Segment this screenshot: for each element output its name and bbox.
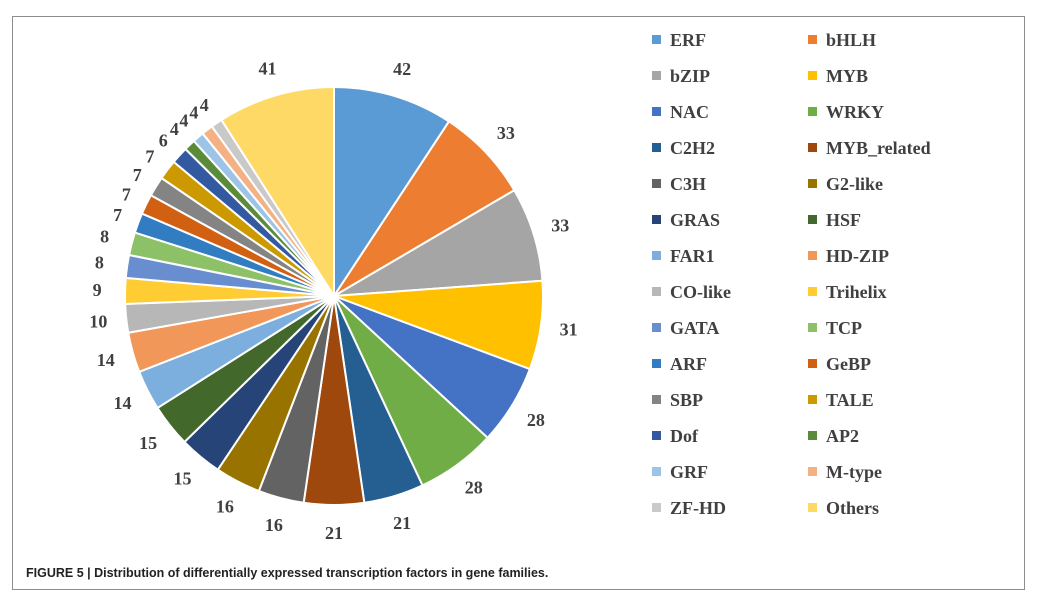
legend-label-nac: NAC: [670, 102, 709, 122]
value-label-bzip: 33: [551, 216, 569, 236]
legend-swatch-g2-like: [808, 179, 817, 188]
legend-swatch-others: [808, 503, 817, 512]
value-label-ap2: 4: [170, 119, 179, 139]
value-label-others: 41: [259, 59, 277, 79]
legend-swatch-gras: [652, 215, 661, 224]
legend-swatch-tcp: [808, 323, 817, 332]
legend-label-ap2: AP2: [826, 426, 859, 446]
legend-swatch-bhlh: [808, 35, 817, 44]
value-label-far1: 14: [114, 393, 132, 413]
value-label-sbp: 7: [133, 165, 142, 185]
value-label-c2h2: 21: [393, 513, 411, 533]
legend-label-far1: FAR1: [670, 246, 715, 266]
value-label-zf-hd: 4: [200, 95, 209, 115]
legend-swatch-zf-hd: [652, 503, 661, 512]
legend-label-c3h: C3H: [670, 174, 706, 194]
legend-label-grf: GRF: [670, 462, 708, 482]
legend-label-myb: MYB: [826, 66, 868, 86]
pie-slice-erf: [333, 86, 450, 297]
legend-label-hsf: HSF: [826, 210, 861, 230]
pie-slices: [124, 86, 544, 507]
legend-swatch-co-like: [652, 287, 661, 296]
value-label-tale: 7: [145, 147, 154, 167]
legend-label-trihelix: Trihelix: [826, 282, 887, 302]
legend-label-hd-zip: HD-ZIP: [826, 246, 889, 266]
legend-label-m-type: M-type: [826, 462, 882, 482]
legend-swatch-nac: [652, 107, 661, 116]
legend-label-arf: ARF: [670, 354, 707, 374]
legend-swatch-tale: [808, 395, 817, 404]
value-label-gata: 8: [95, 252, 104, 272]
value-label-dof: 6: [159, 131, 168, 151]
value-label-c3h: 16: [265, 515, 283, 535]
value-label-trihelix: 9: [93, 280, 102, 300]
legend-swatch-gata: [652, 323, 661, 332]
value-label-gras: 15: [174, 468, 192, 488]
value-label-m-type: 4: [189, 102, 198, 122]
value-label-myb: 31: [560, 320, 578, 340]
legend-label-tale: TALE: [826, 390, 874, 410]
legend-swatch-far1: [652, 251, 661, 260]
value-label-hsf: 15: [139, 433, 157, 453]
legend-swatch-hsf: [808, 215, 817, 224]
legend-label-sbp: SBP: [670, 390, 703, 410]
legend-swatch-c3h: [652, 179, 661, 188]
value-label-grf: 4: [179, 110, 188, 130]
legend-label-gras: GRAS: [670, 210, 720, 230]
legend-swatch-grf: [652, 467, 661, 476]
value-label-co-like: 10: [89, 311, 107, 331]
value-label-arf: 7: [113, 205, 122, 225]
legend-label-dof: Dof: [670, 426, 699, 446]
legend-label-gata: GATA: [670, 318, 719, 338]
value-label-erf: 42: [393, 59, 411, 79]
legend-label-tcp: TCP: [826, 318, 862, 338]
value-label-bhlh: 33: [497, 123, 515, 143]
value-label-tcp: 8: [100, 227, 109, 247]
legend-label-zf-hd: ZF-HD: [670, 498, 726, 518]
legend-label-bhlh: bHLH: [826, 30, 876, 50]
legend: ERF bHLH bZIP MYB NAC WRKY C2H2 MYB_related C3H G…: [652, 30, 931, 518]
legend-swatch-arf: [652, 359, 661, 368]
legend-swatch-bzip: [652, 71, 661, 80]
legend-swatch-sbp: [652, 395, 661, 404]
legend-swatch-wrky: [808, 107, 817, 116]
legend-label-myb-related: MYB_related: [826, 138, 931, 158]
legend-swatch-gebp: [808, 359, 817, 368]
value-label-nac: 28: [527, 410, 545, 430]
value-label-myb-related: 21: [325, 523, 343, 543]
value-label-gebp: 7: [122, 185, 131, 205]
legend-swatch-m-type: [808, 467, 817, 476]
legend-swatch-hd-zip: [808, 251, 817, 260]
legend-swatch-trihelix: [808, 287, 817, 296]
legend-swatch-myb-related: [808, 143, 817, 152]
value-label-hd-zip: 14: [97, 350, 115, 370]
legend-swatch-erf: [652, 35, 661, 44]
legend-label-co-like: CO-like: [670, 282, 731, 302]
legend-swatch-c2h2: [652, 143, 661, 152]
legend-label-bzip: bZIP: [670, 66, 710, 86]
value-label-g2-like: 16: [216, 496, 234, 516]
legend-label-wrky: WRKY: [826, 102, 884, 122]
pie-slice-others: [220, 86, 335, 297]
legend-label-c2h2: C2H2: [670, 138, 715, 158]
legend-label-erf: ERF: [670, 30, 706, 50]
legend-swatch-dof: [652, 431, 661, 440]
legend-swatch-ap2: [808, 431, 817, 440]
figure-caption: FIGURE 5 | Distribution of differentiall…: [26, 566, 549, 580]
legend-label-others: Others: [826, 498, 879, 518]
legend-swatch-myb: [808, 71, 817, 80]
value-label-wrky: 28: [465, 477, 483, 497]
legend-label-gebp: GeBP: [826, 354, 871, 374]
legend-label-g2-like: G2-like: [826, 174, 883, 194]
figure-frame: [12, 16, 1025, 590]
